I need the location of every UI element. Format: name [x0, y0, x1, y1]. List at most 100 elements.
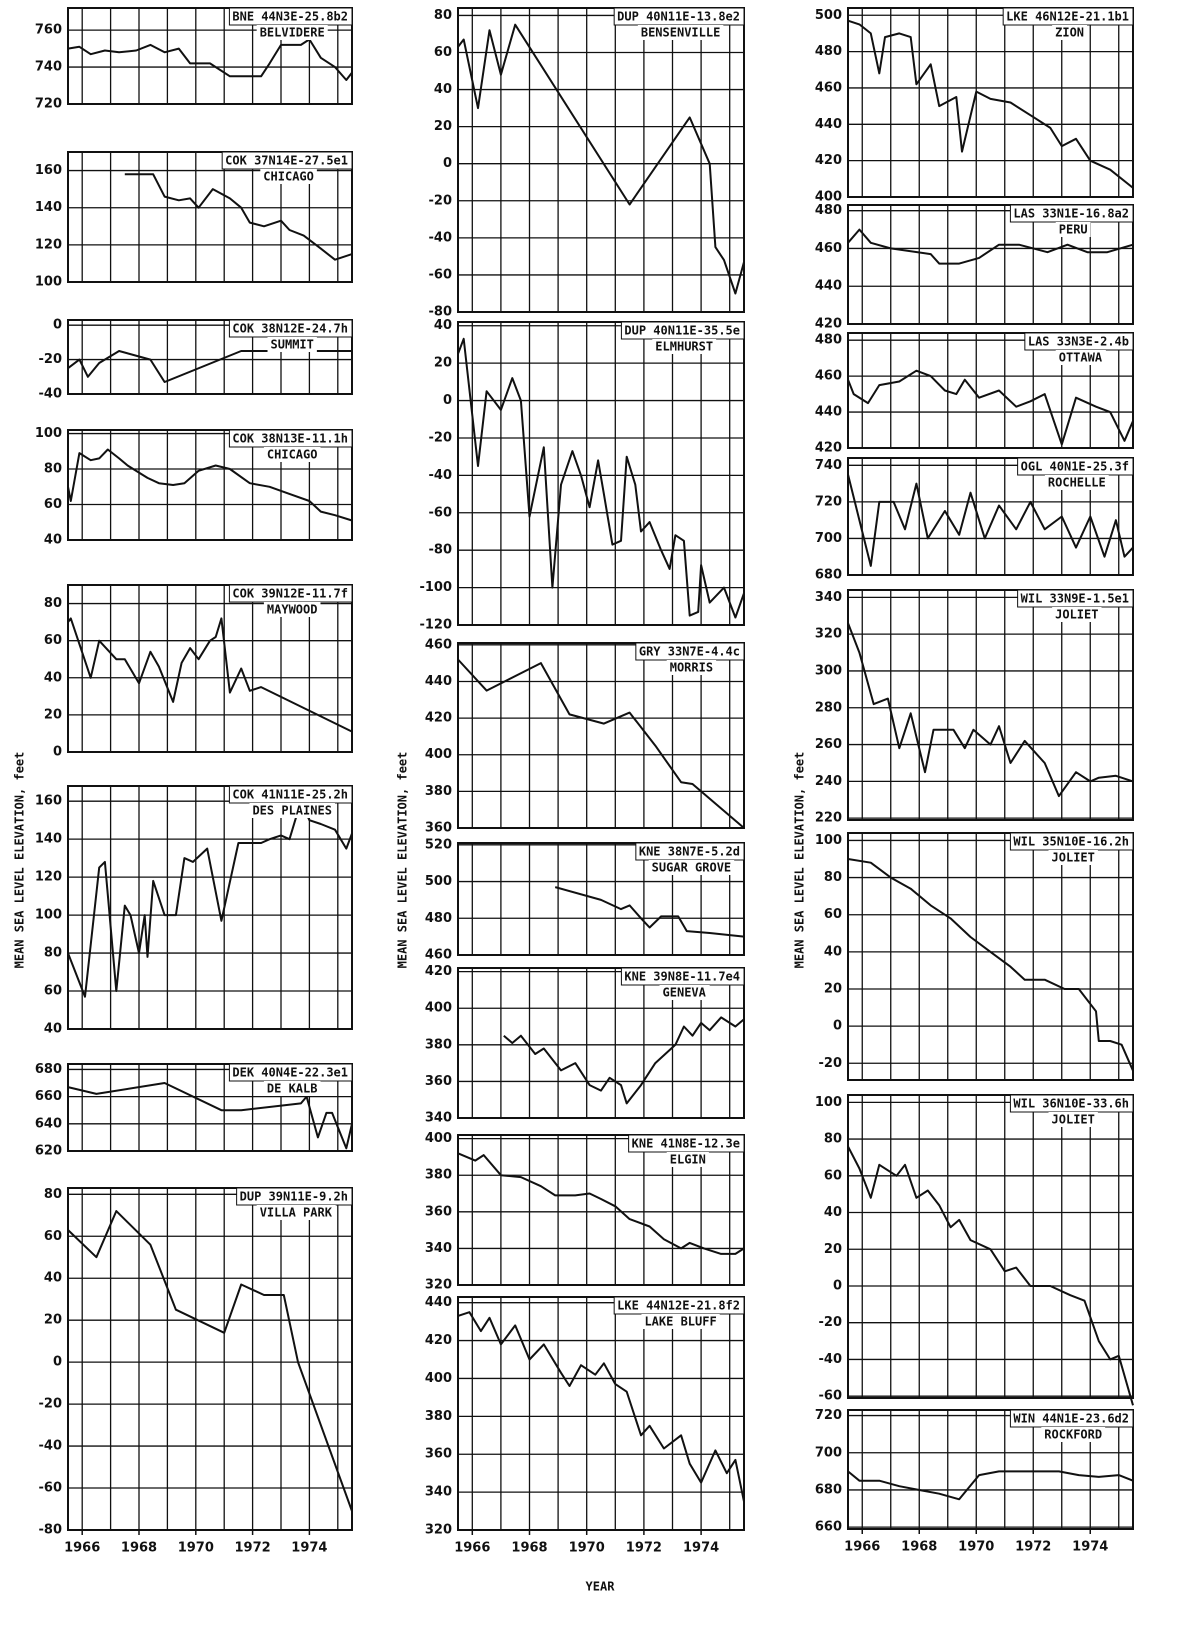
y-tick-label: 660: [815, 1520, 842, 1535]
data-line: [847, 228, 1134, 265]
plot-frame: [67, 7, 353, 105]
station-location: ELMHURST: [655, 340, 713, 354]
y-tick-label: 440: [815, 279, 842, 294]
y-tick-label: 420: [815, 441, 842, 456]
y-tick-label: 20: [434, 119, 452, 134]
y-tick-label: 120: [35, 870, 62, 885]
station-location: MORRIS: [670, 661, 713, 675]
y-tick-label: 440: [425, 674, 452, 689]
data-line: [457, 1152, 745, 1255]
y-tick-label: 60: [824, 1168, 842, 1183]
location-box: [249, 803, 335, 818]
station-location: JOLIET: [1052, 1113, 1095, 1127]
y-tick-label: 80: [824, 1132, 842, 1147]
station-id: LAS 33N1E-16.8a2: [1013, 207, 1129, 221]
location-box: [263, 447, 321, 462]
y-tick-label: 100: [815, 1095, 842, 1110]
location-box: [1048, 850, 1098, 865]
station-location: ELGIN: [670, 1153, 706, 1167]
y-tick-label: -40: [429, 230, 453, 245]
y-tick-label: 0: [833, 1278, 842, 1293]
y-tick-label: 740: [35, 60, 62, 75]
y-tick-label: 680: [35, 1062, 62, 1077]
station-location: ROCKFORD: [1044, 1428, 1102, 1442]
station-id: BNE 44N3E-25.8b2: [232, 10, 348, 24]
x-tick-label: 1966: [64, 1541, 100, 1556]
plot-frame: [457, 967, 745, 1119]
y-tick-label: -20: [39, 352, 63, 367]
y-tick-label: 360: [425, 1447, 452, 1462]
station-location: SUGAR GROVE: [652, 861, 731, 875]
y-tick-label: 80: [44, 1187, 62, 1202]
x-tick-label: 1972: [235, 1541, 271, 1556]
plot-frame: [847, 832, 1134, 1081]
location-box: [256, 1205, 336, 1220]
station-id: DUP 39N11E-9.2h: [240, 1190, 348, 1204]
y-tick-label: 60: [44, 633, 62, 648]
y-tick-label: -20: [819, 1056, 843, 1071]
y-tick-label: 140: [35, 832, 62, 847]
y-tick-label: 40: [824, 944, 842, 959]
y-tick-label: -20: [819, 1315, 843, 1330]
y-tick-label: 680: [815, 568, 842, 583]
y-tick-label: 40: [44, 1271, 62, 1286]
location-box: [659, 985, 710, 1000]
y-tick-label: 40: [434, 318, 452, 333]
location-box: [263, 1081, 321, 1096]
y-tick-label: 80: [44, 596, 62, 611]
data-line: [847, 858, 1134, 1072]
y-tick-label: 460: [815, 369, 842, 384]
station-location: OTTAWA: [1059, 351, 1103, 365]
y-tick-label: 400: [425, 1131, 452, 1146]
y-tick-label: 320: [425, 1278, 452, 1293]
location-box: [666, 660, 717, 675]
y-tick-label: 60: [824, 907, 842, 922]
y-tick-label: 700: [815, 1445, 842, 1460]
station-id: COK 39N12E-11.7f: [232, 587, 348, 601]
station-location: SUMMIT: [271, 338, 314, 352]
y-tick-label: 60: [434, 45, 452, 60]
y-tick-label: 0: [53, 318, 62, 333]
plot-frame: [457, 642, 745, 829]
plot-frame: [457, 842, 745, 956]
station-location: DES PLAINES: [252, 804, 331, 818]
station-location: PERU: [1059, 223, 1088, 237]
data-line: [67, 448, 353, 522]
y-tick-label: 420: [425, 711, 452, 726]
y-tick-label: 400: [425, 1001, 452, 1016]
station-id: KNE 39N8E-11.7e4: [624, 970, 740, 984]
y-tick-label: 40: [44, 533, 62, 548]
station-id: KNE 41N8E-12.3e: [632, 1137, 740, 1151]
location-box: [637, 25, 724, 40]
station-id: COK 41N11E-25.2h: [232, 788, 348, 802]
station-id: LKE 46N12E-21.1b1: [1006, 10, 1129, 24]
y-tick-label: 40: [44, 1022, 62, 1037]
y-tick-label: 340: [425, 1241, 452, 1256]
y-tick-label: 620: [35, 1144, 62, 1159]
y-tick-label: 80: [824, 870, 842, 885]
data-line: [67, 38, 353, 81]
x-tick-label: 1974: [291, 1541, 327, 1556]
x-tick-label: 1968: [511, 1541, 547, 1556]
data-line: [67, 617, 353, 733]
location-box: [1055, 350, 1106, 365]
location-box: [267, 337, 317, 352]
plot-frame: [67, 785, 353, 1030]
plot-frame: [847, 1409, 1134, 1530]
y-tick-label: 500: [425, 874, 452, 889]
y-tick-label: 40: [434, 82, 452, 97]
y-tick-label: 420: [425, 1333, 452, 1348]
plot-frame: [457, 7, 745, 313]
station-location: ROCHELLE: [1048, 476, 1106, 490]
y-tick-label: 320: [425, 1523, 452, 1538]
y-tick-label: 160: [35, 794, 62, 809]
x-tick-label: 1968: [121, 1541, 157, 1556]
y-tick-label: -80: [429, 305, 453, 320]
station-id: GRY 33N7E-4.4c: [639, 645, 740, 659]
location-box: [1055, 222, 1091, 237]
y-tick-label: 460: [815, 80, 842, 95]
station-id: COK 38N12E-24.7h: [232, 322, 348, 336]
station-id: WIN 44N1E-23.6d2: [1013, 1412, 1129, 1426]
y-tick-label: 420: [425, 964, 452, 979]
station-id: WIL 36N10E-33.6h: [1013, 1097, 1129, 1111]
